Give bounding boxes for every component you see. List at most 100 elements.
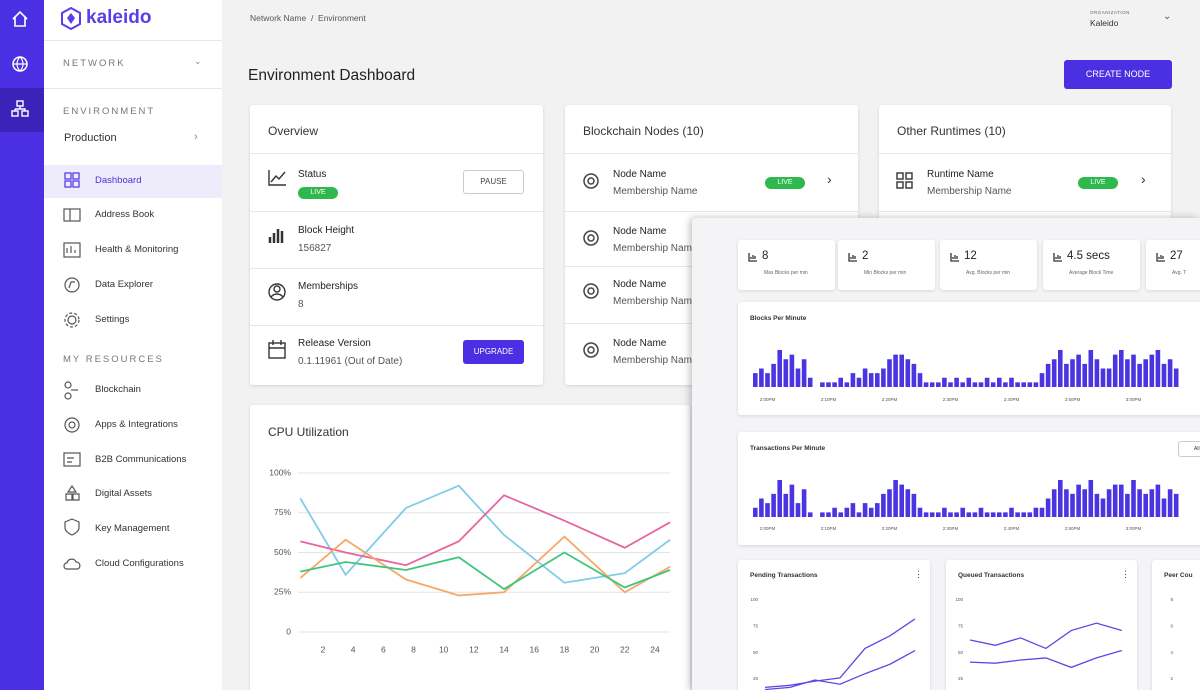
org-label: ORGANIZATION [1090,10,1130,15]
node-name[interactable]: Node Name [613,279,667,290]
section-network[interactable]: NETWORK [63,58,126,69]
nav-item[interactable]: Digital Assets [95,488,153,499]
chevron[interactable]: › [1141,171,1146,187]
membership-name: Membership Name [613,296,698,307]
create-node-button[interactable]: CREATE NODE [1064,60,1172,89]
rail-icons [0,10,44,132]
peer-card: Peer Cou [1152,560,1200,690]
y-tick-label: 100% [269,467,291,477]
series-line [300,551,671,591]
x-tick-label: 14 [499,644,509,654]
section-environment[interactable]: ENVIRONMENT [63,106,156,117]
badge-text: LIVE [310,189,326,196]
crumb[interactable]: Environment [318,13,366,23]
home-icon[interactable] [12,10,28,27]
membership-name: Membership Name [613,355,698,366]
node-name[interactable]: Node Name [613,226,667,237]
org-name[interactable]: Kaleido [1090,18,1119,28]
stat-box: 2 Min Blocks per min [838,240,935,290]
pause-button[interactable]: PAUSE [463,170,524,194]
transactions-card: Transactions Per Minute All T [738,432,1200,545]
chevron[interactable]: › [827,171,832,187]
stat-value: 27 [1170,250,1183,262]
badge-text: LIVE [1090,179,1106,186]
stat-label: Min Blocks per min [864,270,907,276]
icon-shape [1156,253,1165,262]
nav-item[interactable]: Cloud Configurations [95,558,184,569]
live-badge: LIVE [298,187,338,199]
live-badge: LIVE [765,177,805,189]
pending-card: Pending Transactions ⋮ [738,560,930,690]
nav-item[interactable]: Data Explorer [95,279,154,290]
memberships: 8 [298,299,304,310]
card-title: Blockchain Nodes (10) [583,124,704,138]
stat-value: 12 [964,250,977,262]
membership-name: Membership Name [613,243,698,254]
blocks-card: Blocks Per Minute [738,302,1200,415]
nav-item[interactable]: Blockchain [95,384,141,395]
x-tick-label: 4 [351,644,356,654]
memberships-label: Memberships [298,281,359,292]
row-icon [896,172,913,189]
stat-box: 27 Avg. T [1146,240,1200,290]
x-tick-label: 10 [439,644,449,654]
x-tick-label: 22 [620,644,630,654]
nav-item[interactable]: B2B Communications [95,454,187,465]
icon-shape [748,253,757,262]
nav-icons [63,172,81,570]
rail [0,0,44,690]
node-name[interactable]: Node Name [613,169,667,180]
brand: kaleido [86,7,152,28]
chevron: › [194,131,198,143]
x-tick-label: 12 [469,644,479,654]
stat-label: Avg. T [1172,270,1187,276]
stat-icon [848,253,857,262]
runtimes-card: Other Runtimes (10) Runtime Name Members… [879,105,1171,235]
block-height: 156827 [298,243,332,254]
stat-icon [748,253,757,262]
x-tick-label: 8 [411,644,416,654]
nav-item[interactable]: Apps & Integrations [95,419,178,430]
x-tick-label: 20 [590,644,600,654]
nav-item[interactable]: Settings [95,314,130,325]
runtime-name[interactable]: Runtime Name [927,169,994,180]
kebab[interactable]: ⋮ [1121,569,1130,579]
membership-name: Membership Name [927,186,1012,197]
sidebar: kaleido NETWORK ⌄ ENVIRONMENT Production… [44,0,222,690]
series-line [299,535,671,597]
nav-item[interactable]: Address Book [95,209,155,220]
stat-label: Avg. Blocks per min [966,270,1011,276]
page-title: Environment Dashboard [248,67,416,84]
filter-button[interactable]: All T [1178,441,1200,457]
icon-shape [950,253,959,262]
network-icon[interactable] [11,100,29,117]
membership-name: Membership Name [613,186,698,197]
stat-icon [1156,253,1165,262]
kebab[interactable]: ⋮ [914,569,923,579]
crumb[interactable]: Network Name [250,13,307,23]
nav-item[interactable]: Dashboard [95,175,142,186]
y-tick-label: 50% [274,547,291,557]
card-title: Overview [268,124,319,138]
row-icons [583,173,599,358]
node-name[interactable]: Node Name [613,338,667,349]
card-title: Transactions Per Minute [750,445,826,452]
stat-value: 8 [762,250,769,262]
environment-name[interactable]: Production [64,132,117,144]
nav-item[interactable]: Health & Monitoring [95,244,179,255]
stat-box: 8 Max Blocks per min [738,240,835,290]
live-badge: LIVE [1078,177,1118,189]
row-icons [268,170,286,359]
release: 0.1.11961 (Out of Date) [298,356,403,367]
nav-item[interactable]: Key Management [95,523,170,534]
stat-label: Max Blocks per min [764,270,808,276]
section-resources: MY RESOURCES [63,354,164,365]
upgrade-button[interactable]: UPGRADE [463,340,524,364]
queued-card: Queued Transactions ⋮ [946,560,1137,690]
cpu-chart: 025%50%75%100%2 4 6 8 10 12 14 16 18 20 22 24 [269,467,671,654]
series-line [299,484,671,584]
x-tick-label: 2 [321,644,326,654]
stat-label: Average Block Time [1069,270,1114,276]
x-tick-label: 24 [650,644,660,654]
